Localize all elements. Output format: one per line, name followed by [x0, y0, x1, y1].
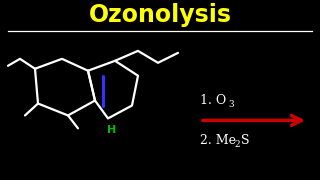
Text: 3: 3: [228, 100, 234, 109]
Text: H: H: [108, 125, 116, 135]
Text: 2. Me: 2. Me: [200, 134, 236, 147]
Text: 2: 2: [234, 140, 240, 149]
Text: 1. O: 1. O: [200, 94, 226, 107]
Text: S: S: [241, 134, 250, 147]
Text: Ozonolysis: Ozonolysis: [89, 3, 231, 27]
